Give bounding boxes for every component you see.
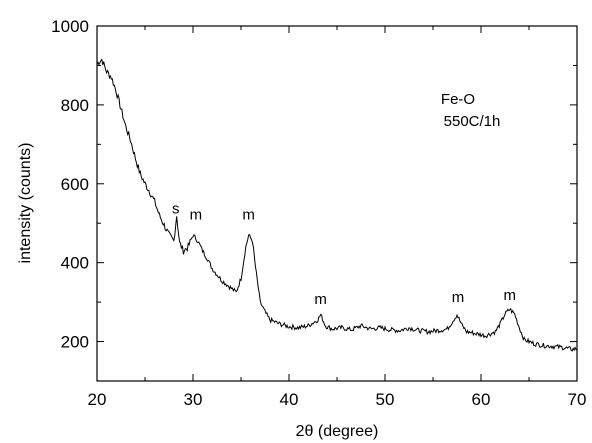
- y-axis-title: intensity (counts): [17, 143, 34, 264]
- peak-label: m: [452, 289, 465, 306]
- axis-ticks: 20 30 40 50 60 70 200 400 600 800 1000: [51, 17, 586, 409]
- x-tick-label: 20: [88, 390, 107, 409]
- y-tick-label: 800: [61, 96, 89, 115]
- peak-label: m: [190, 206, 203, 223]
- y-tick-label: 400: [61, 254, 89, 273]
- peak-label: m: [314, 291, 327, 308]
- y-tick-label: 1000: [51, 17, 89, 36]
- peak-annotations: s m mm m m: [172, 200, 516, 308]
- xrd-series-line: [96, 58, 578, 352]
- x-tick-label: 60: [472, 390, 491, 409]
- peak-label: s: [172, 200, 180, 217]
- plot-frame: [96, 25, 578, 382]
- x-tick-label: 30: [184, 390, 203, 409]
- sample-label: Fe-O: [441, 91, 475, 108]
- x-tick-label: 40: [280, 390, 299, 409]
- peak-label: m: [504, 287, 517, 304]
- x-tick-label: 50: [376, 390, 395, 409]
- condition-label: 550C/1h: [444, 113, 501, 130]
- y-tick-label: 200: [61, 333, 89, 352]
- x-tick-label: 70: [568, 390, 587, 409]
- x-axis-title: 2θ (degree): [296, 423, 379, 440]
- peak-label: m: [242, 206, 255, 223]
- y-tick-label: 600: [61, 175, 89, 194]
